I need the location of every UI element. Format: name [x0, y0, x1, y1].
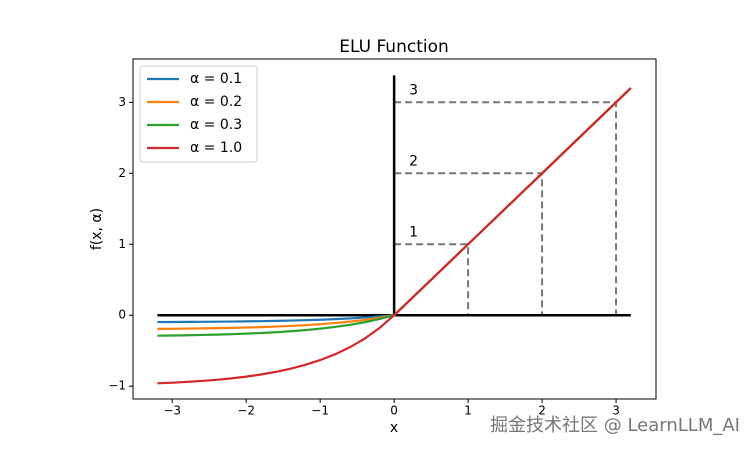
y-tick-label: 0 [118, 308, 126, 322]
legend-label: α = 0.3 [190, 117, 242, 133]
legend-label: α = 0.2 [190, 94, 242, 110]
watermark: 掘金技术社区 @ LearnLLM_AI [490, 415, 740, 436]
legend-box [139, 65, 258, 163]
x-tick-label: 1 [464, 404, 472, 418]
reference-label: 2 [409, 153, 418, 169]
plot-frame [132, 58, 657, 400]
series-line [157, 87, 632, 385]
legend-label: α = 0.1 [190, 71, 242, 87]
y-tick-label: −1 [108, 379, 126, 393]
reference-label: 3 [409, 82, 418, 98]
x-tick-label: −3 [163, 404, 181, 418]
y-tick-label: 3 [118, 95, 126, 109]
chart-title: ELU Function [339, 37, 449, 57]
x-tick-label: −2 [237, 404, 255, 418]
y-tick-label: 1 [118, 237, 126, 251]
x-tick-label: 3 [612, 404, 620, 418]
reference-label: 1 [409, 224, 418, 240]
x-tick-label: −1 [311, 404, 329, 418]
x-axis-label: x [390, 420, 398, 436]
reference-guide [394, 243, 470, 316]
y-axis-label: f(x, α) [89, 208, 105, 250]
x-tick-label: 0 [390, 404, 398, 418]
y-tick-label: 2 [118, 166, 126, 180]
legend-label: α = 1.0 [190, 140, 242, 156]
x-tick-label: 2 [538, 404, 546, 418]
